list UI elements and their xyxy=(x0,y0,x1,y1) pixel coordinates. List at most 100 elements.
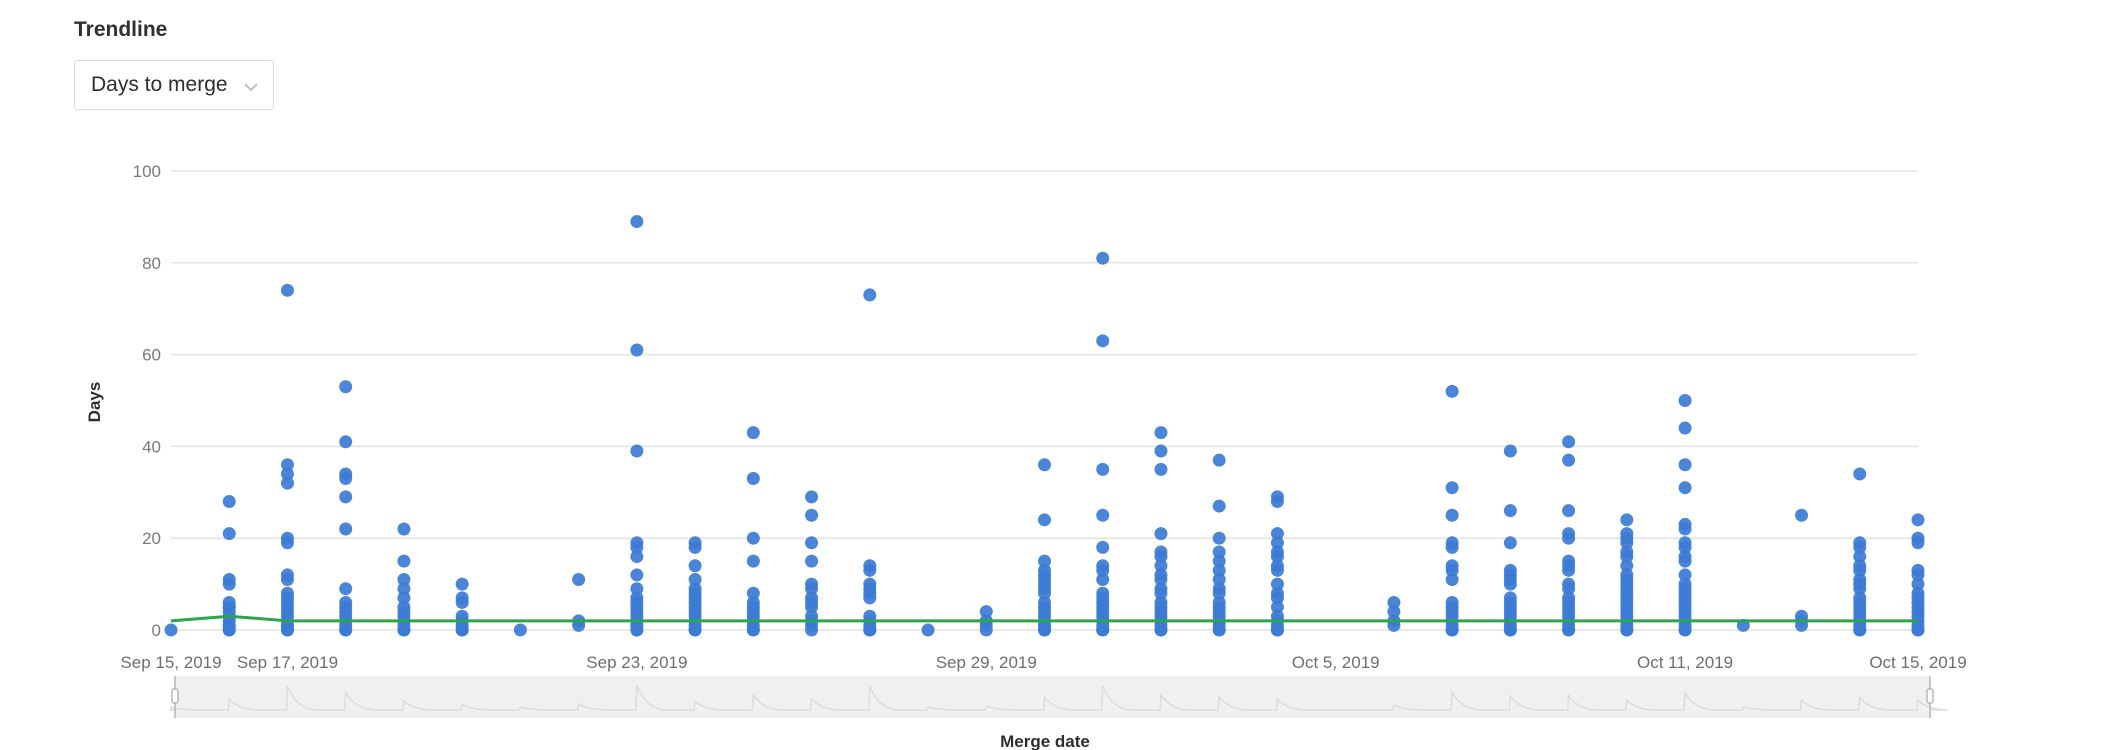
zoom-handle-left[interactable] xyxy=(171,688,179,704)
data-point xyxy=(630,568,644,582)
zoom-track[interactable] xyxy=(175,676,1930,718)
data-point xyxy=(1562,453,1576,467)
data-point xyxy=(805,508,819,522)
data-point xyxy=(1853,550,1867,564)
data-point xyxy=(1212,531,1226,545)
data-point xyxy=(1212,586,1226,600)
data-point xyxy=(1911,536,1925,550)
data-point xyxy=(1387,595,1401,609)
data-point xyxy=(1096,251,1110,265)
data-points xyxy=(164,214,1925,637)
data-point xyxy=(1212,623,1226,637)
data-point xyxy=(339,435,353,449)
data-point xyxy=(1387,605,1401,619)
x-tick-label: Sep 15, 2019 xyxy=(120,653,221,672)
data-point xyxy=(339,582,353,596)
data-point xyxy=(280,573,294,587)
data-point xyxy=(1154,527,1168,541)
y-tick-label: 80 xyxy=(142,254,161,273)
data-point xyxy=(455,623,469,637)
data-point xyxy=(397,573,411,587)
data-point xyxy=(630,540,644,554)
zoom-handle-right[interactable] xyxy=(1926,688,1934,704)
data-point xyxy=(397,623,411,637)
data-point xyxy=(455,595,469,609)
x-tick-label: Sep 17, 2019 xyxy=(237,653,338,672)
trend-line xyxy=(170,614,1918,623)
data-point xyxy=(1503,504,1517,518)
data-point xyxy=(1270,494,1284,508)
data-point xyxy=(1853,467,1867,481)
data-point xyxy=(1445,384,1459,398)
data-point xyxy=(1853,623,1867,637)
data-point xyxy=(1445,508,1459,522)
data-point xyxy=(921,623,935,637)
data-point xyxy=(339,522,353,536)
data-point xyxy=(1503,577,1517,591)
data-point xyxy=(222,623,236,637)
data-point xyxy=(1096,563,1110,577)
data-point xyxy=(863,623,877,637)
data-point xyxy=(863,563,877,577)
data-point xyxy=(1853,563,1867,577)
data-point xyxy=(1795,508,1809,522)
data-point xyxy=(1270,600,1284,614)
data-point xyxy=(805,623,819,637)
data-point xyxy=(280,467,294,481)
data-point xyxy=(1270,550,1284,564)
data-point xyxy=(339,490,353,504)
data-point xyxy=(1503,623,1517,637)
zoom-navigator[interactable] xyxy=(168,676,1949,718)
data-point xyxy=(1270,563,1284,577)
data-point xyxy=(1678,421,1692,435)
data-point xyxy=(746,623,760,637)
data-point xyxy=(339,472,353,486)
data-point xyxy=(1620,623,1634,637)
data-point xyxy=(1270,536,1284,550)
data-point xyxy=(1562,531,1576,545)
data-point xyxy=(688,573,702,587)
data-point xyxy=(572,573,586,587)
trend-line-path xyxy=(170,614,1918,623)
data-point xyxy=(1562,435,1576,449)
data-point xyxy=(1678,458,1692,472)
data-point xyxy=(1154,550,1168,564)
x-tick-label: Oct 11, 2019 xyxy=(1637,653,1733,672)
data-point xyxy=(1678,554,1692,568)
x-axis-title: Merge date xyxy=(1000,732,1090,750)
data-point xyxy=(1853,540,1867,554)
metric-dropdown-label: Days to merge xyxy=(91,73,228,96)
data-point xyxy=(1678,568,1692,582)
data-point xyxy=(397,591,411,605)
data-point xyxy=(1154,586,1168,600)
metric-dropdown[interactable]: Days to merge xyxy=(74,60,274,110)
data-point xyxy=(339,623,353,637)
y-tick-label: 60 xyxy=(142,346,161,365)
data-point xyxy=(1911,577,1925,591)
data-point xyxy=(164,623,178,637)
data-point xyxy=(280,458,294,472)
data-point xyxy=(1038,513,1051,527)
data-point xyxy=(1270,591,1284,605)
y-tick-label: 0 xyxy=(152,621,161,640)
section-title: Trendline xyxy=(74,18,168,41)
data-point xyxy=(1678,623,1692,637)
x-tick-label: Sep 29, 2019 xyxy=(936,653,1037,672)
data-point xyxy=(1096,508,1110,522)
data-point xyxy=(1212,499,1226,513)
data-point xyxy=(1270,527,1284,541)
data-point xyxy=(1562,623,1576,637)
data-point xyxy=(1620,536,1634,550)
data-point xyxy=(805,536,819,550)
data-point xyxy=(746,586,760,600)
data-point xyxy=(1212,554,1226,568)
x-tick-label: Sep 23, 2019 xyxy=(586,653,687,672)
data-point xyxy=(805,490,819,504)
data-point xyxy=(1911,513,1925,527)
data-point xyxy=(1620,559,1634,573)
data-point xyxy=(1154,462,1168,476)
data-point xyxy=(397,582,411,596)
y-tick-label: 100 xyxy=(133,162,161,181)
data-point xyxy=(1212,563,1226,577)
